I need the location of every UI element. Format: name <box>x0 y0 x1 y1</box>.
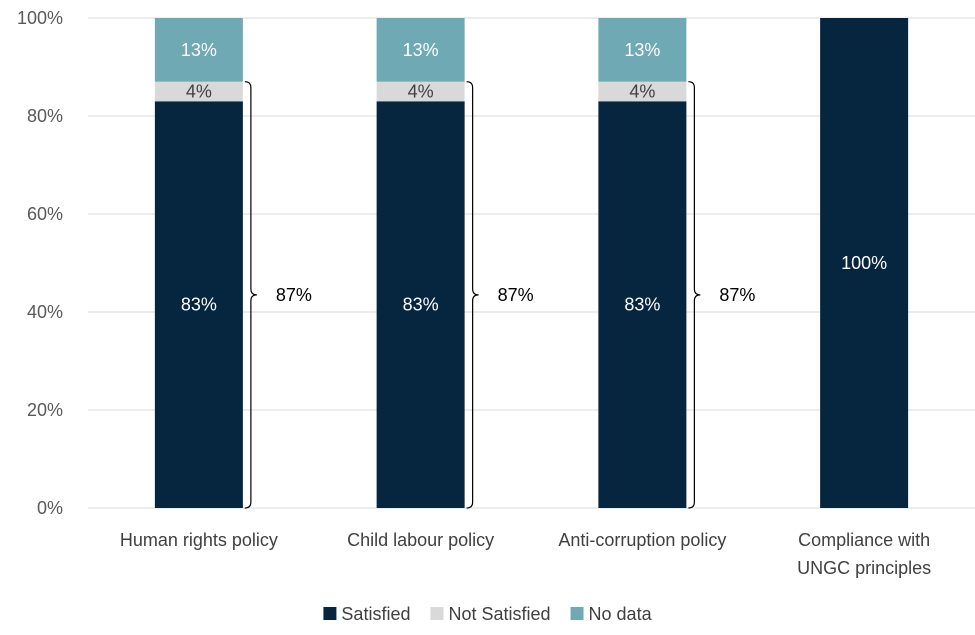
x-tick-label: UNGC principles <box>797 558 931 578</box>
y-tick-label: 20% <box>27 400 63 420</box>
x-axis: Human rights policy Child labour policy An… <box>120 530 931 578</box>
bracket-label: 87% <box>719 285 755 305</box>
x-tick-label: Child labour policy <box>347 530 494 550</box>
x-tick-label: Compliance with <box>798 530 930 550</box>
bracket-label: 87% <box>276 285 312 305</box>
brackets: 87% 87% 87% <box>244 81 755 509</box>
data-label: 4% <box>629 82 655 102</box>
bar-segment <box>598 18 687 82</box>
bar-segment <box>154 18 243 82</box>
bracket <box>244 81 257 509</box>
data-label: 83% <box>403 295 439 315</box>
legend: Satisfied Not Satisfied No data <box>323 604 653 624</box>
data-label: 83% <box>181 295 217 315</box>
bar-segment <box>598 81 687 102</box>
bracket <box>466 81 479 509</box>
legend-label: Not Satisfied <box>448 604 550 624</box>
bar-segment <box>376 18 465 82</box>
y-tick-label: 100% <box>17 8 63 28</box>
legend-swatch <box>570 607 584 620</box>
x-tick-label: Anti-corruption policy <box>558 530 726 550</box>
legend-label: No data <box>589 604 653 624</box>
y-tick-label: 80% <box>27 106 63 126</box>
data-label: 4% <box>408 82 434 102</box>
legend-swatch <box>430 607 444 620</box>
bracket <box>688 81 701 509</box>
bars: 83% 4% 13% 83% 4% 13% 83% 4% 13% 100% <box>154 18 909 509</box>
data-label: 83% <box>624 295 660 315</box>
bar-segment <box>820 18 909 508</box>
bar-segment <box>376 81 465 102</box>
data-label: 13% <box>624 40 660 60</box>
bar-segment <box>154 101 243 509</box>
legend-label: Satisfied <box>341 604 410 624</box>
data-label: 100% <box>841 253 887 273</box>
x-tick-label: Human rights policy <box>120 530 278 550</box>
bar-segment <box>154 81 243 102</box>
data-label: 4% <box>186 82 212 102</box>
y-tick-label: 0% <box>37 498 63 518</box>
bracket-label: 87% <box>498 285 534 305</box>
legend-swatch <box>323 607 337 620</box>
data-label: 13% <box>403 40 439 60</box>
y-axis: 0% 20% 40% 60% 80% 100% <box>17 8 63 518</box>
bar-segment <box>598 101 687 509</box>
y-tick-label: 60% <box>27 204 63 224</box>
y-tick-label: 40% <box>27 302 63 322</box>
data-label: 13% <box>181 40 217 60</box>
bar-segment <box>376 101 465 509</box>
